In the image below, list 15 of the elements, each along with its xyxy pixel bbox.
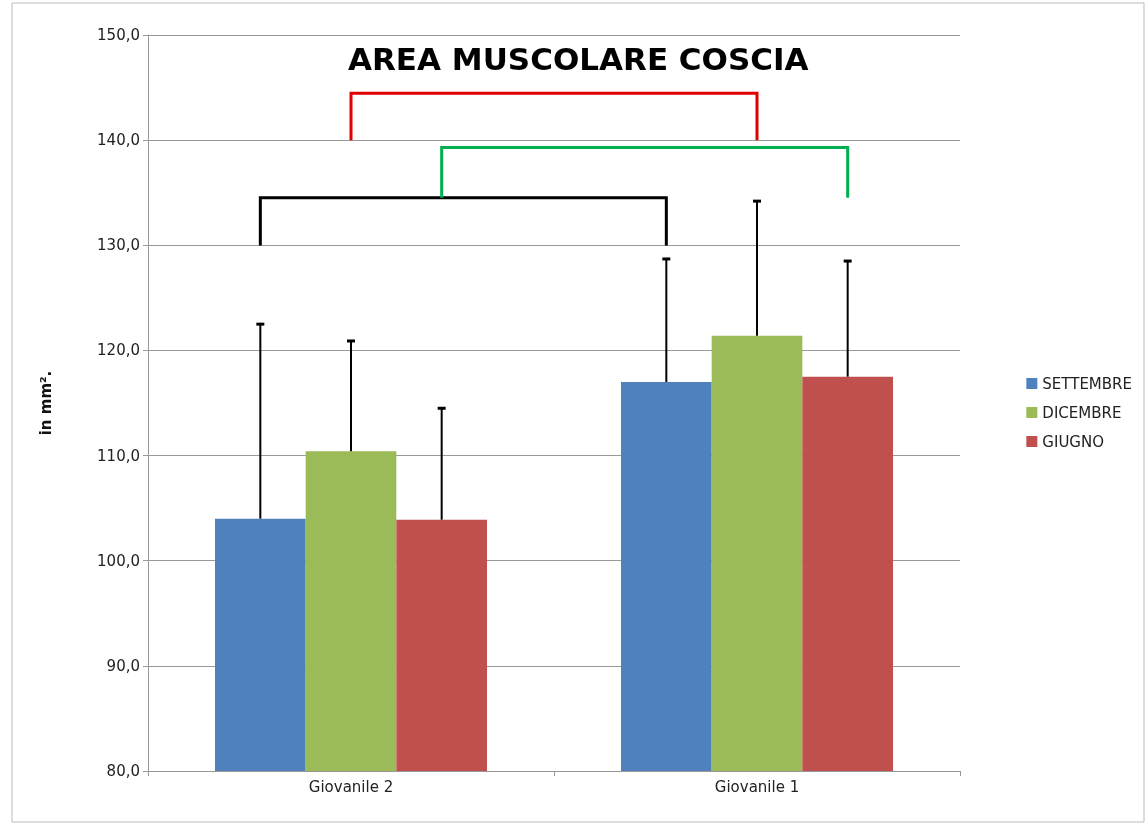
y-tick-label: 120,0 <box>97 341 140 360</box>
legend-label: GIUGNO <box>1042 432 1105 451</box>
x-tick-label: Giovanile 2 <box>308 777 394 796</box>
legend-label: DICEMBRE <box>1042 403 1122 422</box>
y-tick-label: 80,0 <box>106 762 140 780</box>
y-axis-title: in mm². <box>36 370 55 436</box>
chart-title: AREA MUSCOLARE COSCIA <box>348 40 809 77</box>
y-tick-label: 90,0 <box>106 656 140 675</box>
y-tick-label: 140,0 <box>97 131 140 150</box>
y-tick-label: 110,0 <box>97 446 140 465</box>
y-tick-label: 130,0 <box>97 236 140 255</box>
y-tick-label: 150,0 <box>97 26 140 44</box>
y-tick-label: 100,0 <box>97 551 140 570</box>
legend-label: SETTEMBRE <box>1042 374 1132 393</box>
x-tick-label: Giovanile 1 <box>714 777 800 796</box>
